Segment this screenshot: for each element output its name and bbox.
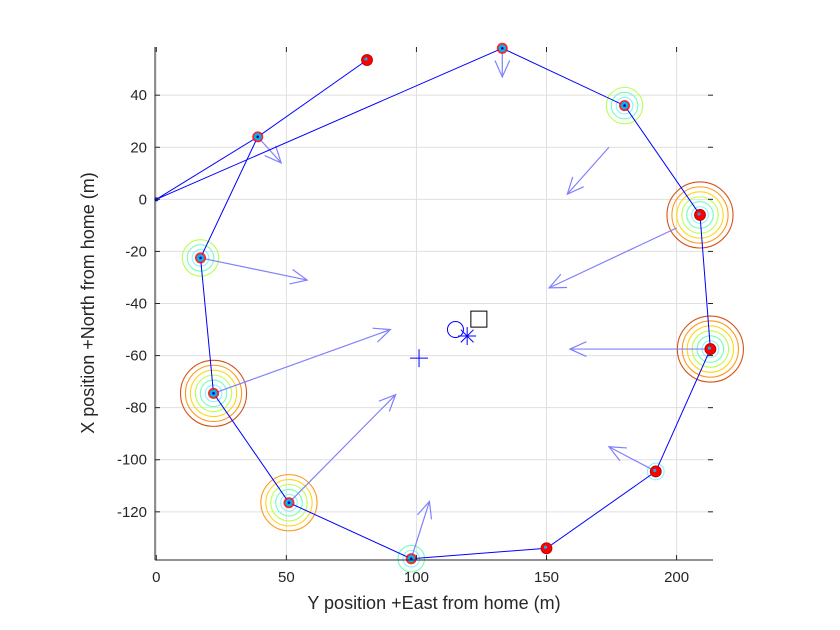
arrow-head: [494, 60, 511, 79]
x-axis-label: Y position +East from home (m): [307, 593, 560, 613]
arrow-head: [547, 273, 568, 289]
y-tick-label: -100: [117, 452, 147, 469]
arrow-head: [289, 269, 309, 285]
waypoint-center-dot: [697, 212, 701, 216]
waypoint-ring: [615, 96, 634, 115]
axes: [154, 47, 713, 561]
direction-arrows: [200, 48, 711, 559]
waypoint-ring: [189, 369, 238, 418]
y-tick-label: -120: [117, 504, 147, 521]
x-tick-label: 100: [404, 569, 429, 586]
y-tick-label: 40: [130, 87, 147, 104]
waypoint-center-dot: [199, 256, 202, 260]
square-marker: [470, 310, 488, 328]
arrow-head: [372, 327, 392, 343]
waypoint-ring: [184, 364, 243, 422]
waypoint-center-dot: [409, 557, 413, 560]
y-tick-label: -40: [125, 296, 147, 313]
waypoint-center-dot: [500, 47, 504, 50]
waypoint-ring: [194, 374, 233, 413]
waypoint-center-dot: [364, 57, 368, 61]
waypoint-ring: [397, 544, 426, 573]
direction-arrow: [548, 227, 677, 289]
waypoint-ring: [402, 549, 421, 568]
direction-arrow: [200, 257, 308, 281]
y-tick-label: 0: [139, 191, 147, 208]
arrow-head: [417, 500, 433, 520]
arrow-head: [566, 176, 584, 196]
waypoint-center-dot: [543, 545, 548, 549]
waypoint-ring: [181, 239, 220, 277]
waypoint-ring: [275, 488, 303, 517]
waypoint-center-dot: [707, 346, 711, 350]
waypoint-center-dot: [287, 501, 291, 505]
waypoint-ring: [610, 91, 639, 120]
waypoint-ring: [260, 474, 318, 532]
waypoint-ring: [676, 191, 724, 239]
waypoint-ring: [199, 379, 228, 408]
waypoint-ring: [671, 186, 729, 244]
waypoint-center-dot: [212, 392, 215, 395]
waypoint-markers: [195, 42, 717, 565]
waypoint-ring: [204, 384, 223, 403]
waypoint-center-dot: [623, 104, 626, 107]
x-tick-label: 200: [664, 569, 689, 586]
waypoint-ring: [681, 196, 719, 234]
waypoint-ring: [186, 244, 215, 272]
x-tick-label: 150: [534, 569, 559, 586]
y-axis-label: X position +North from home (m): [78, 172, 98, 434]
grid: [155, 47, 713, 560]
waypoint-ring: [646, 462, 665, 481]
x-tick-label: 50: [278, 569, 295, 586]
direction-arrow: [566, 146, 610, 195]
asterisk-marker: [460, 329, 474, 343]
direction-arrow: [410, 501, 431, 559]
waypoint-ring: [605, 86, 644, 125]
tick-labels: 0 50 100 150 200 -120 -100 -80 -60 -40 -20 0 20 40: [117, 87, 689, 586]
x-tick-label: 0: [152, 569, 160, 586]
waypoint-ring: [270, 483, 308, 522]
arrow-head: [568, 341, 587, 357]
circle-marker: [446, 321, 464, 339]
y-tick-label: 20: [130, 139, 147, 156]
y-tick-label: -80: [125, 400, 147, 417]
arrow-head: [378, 393, 397, 412]
waypoint-ring: [691, 206, 709, 224]
direction-arrow: [608, 446, 657, 472]
direction-arrow: [213, 328, 391, 394]
waypoint-center-dot: [256, 135, 260, 139]
arrow-head: [607, 446, 627, 462]
waypoint-rings: [179, 86, 744, 573]
y-tick-label: -20: [125, 243, 147, 260]
waypoint-center-dot: [653, 468, 657, 473]
y-tick-label: -60: [125, 348, 147, 365]
waypoint-ring: [666, 181, 734, 249]
center-markers: [410, 310, 488, 368]
waypoint-ring: [280, 493, 298, 512]
waypoint-ring: [191, 249, 210, 267]
direction-arrow: [288, 394, 397, 504]
arrow-head: [264, 145, 283, 164]
waypoint-ring: [265, 479, 313, 527]
flight-path-line: [156, 47, 711, 560]
waypoint-ring: [686, 201, 714, 229]
waypoint-ring: [179, 359, 248, 427]
